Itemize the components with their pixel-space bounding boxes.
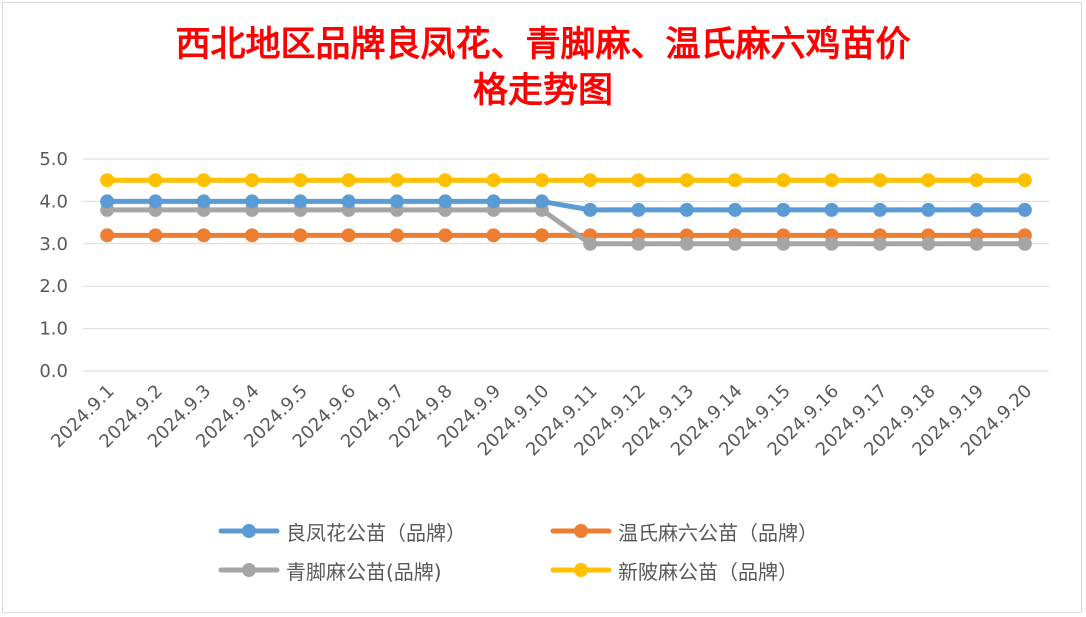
data-point bbox=[824, 202, 839, 217]
legend-label: 温氏麻六公苗（品牌） bbox=[618, 520, 818, 545]
legend-label: 青脚麻公苗(品牌) bbox=[286, 559, 442, 584]
legend-swatch-marker bbox=[242, 524, 256, 538]
series-line bbox=[104, 198, 1028, 213]
legend-swatch-marker bbox=[574, 524, 588, 538]
data-point bbox=[196, 228, 211, 243]
data-point bbox=[872, 202, 887, 217]
data-point bbox=[148, 228, 163, 243]
data-point bbox=[100, 194, 115, 209]
series-line bbox=[104, 207, 1028, 247]
data-point bbox=[196, 194, 211, 209]
data-point bbox=[196, 173, 211, 188]
series-3 bbox=[100, 173, 1032, 188]
data-point bbox=[245, 228, 260, 243]
data-point bbox=[389, 228, 404, 243]
series-0 bbox=[100, 194, 1032, 217]
data-point bbox=[293, 228, 308, 243]
data-point bbox=[389, 173, 404, 188]
data-point bbox=[389, 194, 404, 209]
data-point bbox=[438, 173, 453, 188]
data-point bbox=[293, 173, 308, 188]
y-tick-label: 2.0 bbox=[39, 276, 68, 297]
data-point bbox=[100, 228, 115, 243]
data-point bbox=[969, 173, 984, 188]
data-point bbox=[148, 194, 163, 209]
data-point bbox=[293, 194, 308, 209]
data-point bbox=[1017, 236, 1032, 251]
series-2 bbox=[100, 202, 1032, 251]
data-point bbox=[148, 173, 163, 188]
y-tick-label: 5.0 bbox=[39, 149, 68, 170]
legend-item: 温氏麻六公苗（品牌） bbox=[550, 518, 818, 545]
data-point bbox=[534, 194, 549, 209]
data-point bbox=[341, 194, 356, 209]
data-point bbox=[438, 228, 453, 243]
data-point bbox=[969, 236, 984, 251]
data-point bbox=[438, 194, 453, 209]
legend-label: 良凤花公苗（品牌） bbox=[286, 520, 466, 545]
data-point bbox=[486, 228, 501, 243]
data-point bbox=[631, 202, 646, 217]
data-point bbox=[245, 194, 260, 209]
data-point bbox=[921, 202, 936, 217]
data-point bbox=[824, 236, 839, 251]
legend-swatch-icon bbox=[550, 563, 612, 577]
legend-item: 良凤花公苗（品牌） bbox=[218, 518, 466, 545]
legend-swatch-icon bbox=[218, 563, 280, 577]
data-point bbox=[583, 202, 598, 217]
data-point bbox=[728, 173, 743, 188]
data-point bbox=[824, 173, 839, 188]
data-point bbox=[728, 202, 743, 217]
data-point bbox=[872, 173, 887, 188]
data-point bbox=[486, 173, 501, 188]
data-point bbox=[245, 173, 260, 188]
data-point bbox=[341, 173, 356, 188]
data-point bbox=[1017, 173, 1032, 188]
data-point bbox=[631, 173, 646, 188]
data-point bbox=[486, 194, 501, 209]
data-point bbox=[921, 236, 936, 251]
data-point bbox=[1017, 202, 1032, 217]
data-point bbox=[534, 173, 549, 188]
data-point bbox=[776, 236, 791, 251]
data-point bbox=[776, 173, 791, 188]
legend-label: 新陂麻公苗（品牌） bbox=[618, 559, 798, 584]
data-point bbox=[969, 202, 984, 217]
legend-item: 青脚麻公苗(品牌) bbox=[218, 557, 442, 584]
data-point bbox=[583, 236, 598, 251]
y-tick-label: 0.0 bbox=[39, 361, 68, 382]
data-point bbox=[679, 173, 694, 188]
series-1 bbox=[100, 228, 1032, 243]
legend-swatch-icon bbox=[550, 524, 612, 538]
legend-item: 新陂麻公苗（品牌） bbox=[550, 557, 798, 584]
data-point bbox=[583, 173, 598, 188]
data-point bbox=[679, 202, 694, 217]
data-point bbox=[341, 228, 356, 243]
chart-title-line-1: 西北地区品牌良凤花、青脚麻、温氏麻六鸡苗价 bbox=[175, 24, 911, 65]
legend-swatch-marker bbox=[574, 563, 588, 577]
chart-title: 西北地区品牌良凤花、青脚麻、温氏麻六鸡苗价 格走势图 bbox=[0, 22, 1086, 114]
data-point bbox=[921, 173, 936, 188]
data-point bbox=[872, 236, 887, 251]
data-point bbox=[728, 236, 743, 251]
legend-swatch-marker bbox=[242, 563, 256, 577]
data-point bbox=[776, 202, 791, 217]
y-tick-label: 4.0 bbox=[39, 191, 68, 212]
data-point bbox=[679, 236, 694, 251]
data-point bbox=[100, 173, 115, 188]
data-point bbox=[631, 236, 646, 251]
y-tick-label: 3.0 bbox=[39, 234, 68, 255]
legend-swatch-icon bbox=[218, 524, 280, 538]
y-tick-label: 1.0 bbox=[39, 319, 68, 340]
data-point bbox=[534, 228, 549, 243]
chart-title-line-2: 格走势图 bbox=[472, 70, 613, 111]
